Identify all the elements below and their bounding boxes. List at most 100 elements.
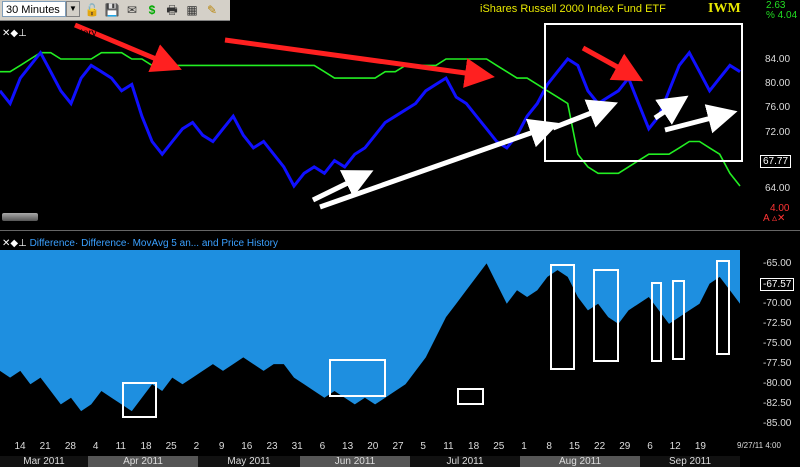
annotation-box-lower-2: [329, 359, 386, 397]
x-tick-day: 23: [266, 441, 278, 452]
annotation-box-lower-6: [651, 282, 662, 362]
annotation-box-lower-1: [122, 382, 157, 418]
x-tick-day: 6: [319, 441, 326, 452]
x-tick-day: 28: [64, 441, 76, 452]
toolbar: 30 Minutes ▼ 🔓 💾 ✉ $ 🖶 ▦ ✎: [0, 0, 230, 21]
x-tick-day: 20: [367, 441, 379, 452]
x-tick-day: 29: [619, 441, 631, 452]
white-arrow-4: [653, 95, 689, 125]
grid-icon[interactable]: ▦: [186, 3, 198, 17]
x-tick-day: 6: [647, 441, 653, 452]
difference-area: [0, 250, 740, 412]
lower-legend: ✕◆⊥ Difference· Difference· MovAvg 5 an.…: [2, 238, 278, 249]
white-arrow-5: [664, 104, 738, 134]
red-arrow-1: [74, 22, 182, 73]
annotation-box-lower-8: [716, 260, 730, 355]
x-tick-day: 18: [468, 441, 480, 452]
x-month-band: [198, 456, 300, 467]
pencil-icon[interactable]: ✎: [206, 3, 218, 17]
y-tick-lower-5: -80.00: [763, 378, 792, 389]
white-arrow-1: [311, 170, 374, 203]
x-tick-day: 2: [193, 441, 200, 452]
save-icon[interactable]: 💾: [104, 3, 120, 17]
legend-item-ic: IC as % o: [112, 28, 156, 39]
ticker-symbol: IWM: [708, 1, 741, 16]
x-tick-day: 22: [594, 441, 606, 452]
x-tick-month: Apr 2011: [123, 456, 163, 467]
y-tick-lower-3: -75.00: [763, 338, 792, 349]
annotation-box-lower-5: [593, 269, 619, 362]
close-lower-pane-icon[interactable]: ✕◆⊥: [2, 238, 27, 249]
y-tick-lower-4: -77.50: [763, 358, 792, 369]
x-tick-day: 14: [14, 441, 26, 452]
x-month-band: [0, 456, 88, 467]
x-tick-month: Jun 2011: [334, 456, 376, 467]
mail-icon[interactable]: ✉: [126, 3, 138, 17]
instrument-title: iShares Russell 2000 Index Fund ETF: [480, 3, 666, 15]
x-tick-day: 13: [342, 441, 354, 452]
x-tick-month: Mar 2011: [23, 456, 65, 467]
x-month-band: [520, 456, 640, 467]
y-tick-upper-1: 80.00: [765, 78, 791, 89]
x-tick-day: 15: [568, 441, 580, 452]
legend-item-movavg: MovAvg 10: [226, 28, 276, 39]
x-tick-day: 25: [493, 441, 505, 452]
x-tick-day: 31: [291, 441, 303, 452]
x-tick-month: May 2011: [227, 456, 271, 467]
y-tick-lower-7: -85.00: [763, 418, 792, 429]
x-tick-month: Aug 2011: [558, 456, 602, 467]
x-tick-day: 4: [92, 441, 99, 452]
annotation-box-upper: [544, 23, 743, 162]
x-month-band: [88, 456, 198, 467]
red-arrow-2: [224, 37, 495, 88]
y-tick-lower-0: -65.00: [763, 258, 792, 269]
change-percent: % 4.04: [766, 10, 798, 21]
annotation-box-lower-3: [457, 388, 484, 405]
y-tick-lower-2: -72.50: [763, 318, 792, 329]
x-tick-day: 1: [521, 441, 527, 452]
series-line-movavg: [0, 51, 741, 187]
y-tick-upper-5: 64.00: [765, 183, 791, 194]
x-month-band: [300, 456, 410, 467]
y-tick-upper-3: 72.00: [765, 127, 791, 138]
close-pane-icon[interactable]: ✕◆⊥: [2, 28, 27, 39]
red-arrow-3: [581, 45, 644, 82]
annotation-box-lower-7: [672, 280, 685, 360]
upper-last-value: 67.77: [760, 155, 792, 168]
print-icon[interactable]: 🖶: [166, 3, 178, 17]
white-arrow-2: [319, 118, 560, 210]
legend-item-price-history: Price History: [40, 28, 97, 39]
x-tick-day: 5: [420, 441, 426, 452]
dollar-icon[interactable]: $: [148, 3, 156, 17]
dropdown-icon[interactable]: ▼: [66, 1, 80, 17]
timeframe-select[interactable]: 30 Minutes: [2, 1, 66, 17]
x-tick-day: 11: [443, 441, 454, 452]
y-tick-lower-1: -70.00: [763, 298, 792, 309]
lower-panel-header: [0, 234, 800, 250]
x-tick-day: 16: [241, 441, 253, 452]
upper-bottom-value: 4.00: [770, 203, 790, 214]
x-month-band: [640, 456, 740, 467]
x-tick-month: Jul 2011: [446, 456, 484, 467]
axis-label: A: [763, 213, 770, 224]
x-tick-day: 9: [218, 441, 225, 452]
x-tick-day: 19: [694, 441, 706, 452]
legend-item-indicator: ce Price 5: [172, 28, 217, 39]
x-tick-day: 18: [140, 441, 152, 452]
lower-last-value: -67.57: [760, 278, 795, 291]
axis-x-icon[interactable]: ▵✕: [772, 213, 786, 224]
x-tick-day: 27: [392, 441, 404, 452]
annotation-box-lower-4: [550, 264, 575, 370]
lock-icon[interactable]: 🔓: [84, 3, 100, 17]
x-tick-day: 25: [165, 441, 177, 452]
y-tick-lower-6: -82.50: [763, 398, 792, 409]
series-line-price-history: [0, 49, 741, 189]
panel-divider[interactable]: [0, 230, 800, 231]
y-tick-upper-0: 84.00: [765, 54, 791, 65]
x-tick-day: 11: [115, 441, 126, 452]
scrollbar-thumb[interactable]: [2, 213, 38, 221]
x-tick-month: Sep 2011: [668, 456, 712, 467]
x-tick-day: 8: [546, 441, 552, 452]
